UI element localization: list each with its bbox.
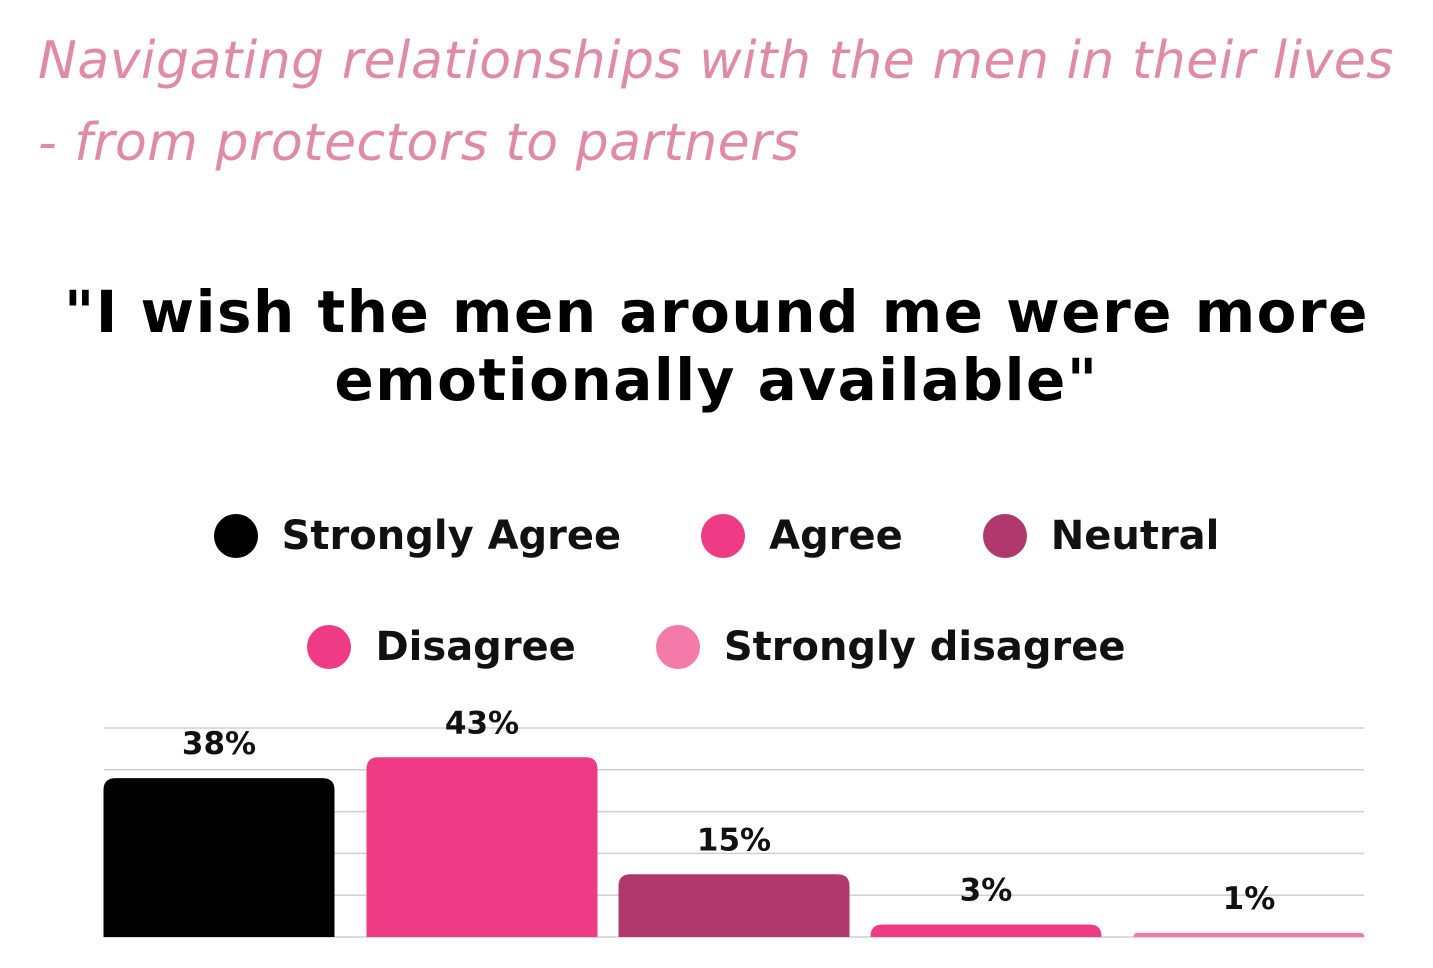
subtitle-line-2: - from protectors to partners [38, 113, 800, 173]
bar-agree[interactable] [366, 757, 598, 937]
bar-strongly-disagree[interactable] [1133, 932, 1365, 937]
legend-label-strongly-agree: Strongly Agree [281, 513, 622, 559]
data-label-disagree: 3% [960, 872, 1013, 908]
legend-item-agree[interactable]: Agree [701, 510, 903, 562]
data-label-strongly-disagree: 1% [1223, 881, 1276, 917]
legend-row-2: Disagree Strongly disagree [0, 621, 1433, 673]
legend-item-strongly-disagree[interactable]: Strongly disagree [655, 621, 1126, 673]
chart-title-line-2: emotionally available" [334, 346, 1099, 414]
data-label-neutral: 15% [697, 822, 771, 858]
chart-title: "I wish the men around me were more emot… [0, 278, 1433, 414]
legend-item-strongly-agree[interactable]: Strongly Agree [213, 510, 622, 562]
legend-label-strongly-disagree: Strongly disagree [723, 624, 1126, 670]
legend-label-disagree: Disagree [375, 624, 576, 670]
bar-disagree[interactable] [870, 924, 1102, 937]
legend-item-disagree[interactable]: Disagree [307, 621, 576, 673]
legend-swatch-disagree [307, 625, 352, 669]
legend-swatch-agree [701, 514, 746, 558]
page-subtitle: Navigating relationships with the men in… [38, 20, 1418, 184]
legend-swatch-strongly-agree [213, 514, 258, 558]
data-label-strongly-agree: 38% [182, 726, 256, 762]
legend-label-neutral: Neutral [1050, 513, 1220, 559]
legend-swatch-neutral [982, 514, 1027, 558]
chart-title-line-1: "I wish the men around me were more [64, 278, 1369, 346]
bar-neutral[interactable] [618, 874, 850, 937]
legend-swatch-strongly-disagree [655, 625, 700, 669]
bar-strongly-agree[interactable] [103, 778, 335, 937]
legend-item-neutral[interactable]: Neutral [982, 510, 1220, 562]
data-label-agree: 43% [445, 705, 519, 741]
legend-label-agree: Agree [769, 513, 903, 559]
subtitle-line-1: Navigating relationships with the men in… [38, 31, 1394, 91]
legend-row-1: Strongly Agree Agree Neutral [0, 510, 1433, 562]
